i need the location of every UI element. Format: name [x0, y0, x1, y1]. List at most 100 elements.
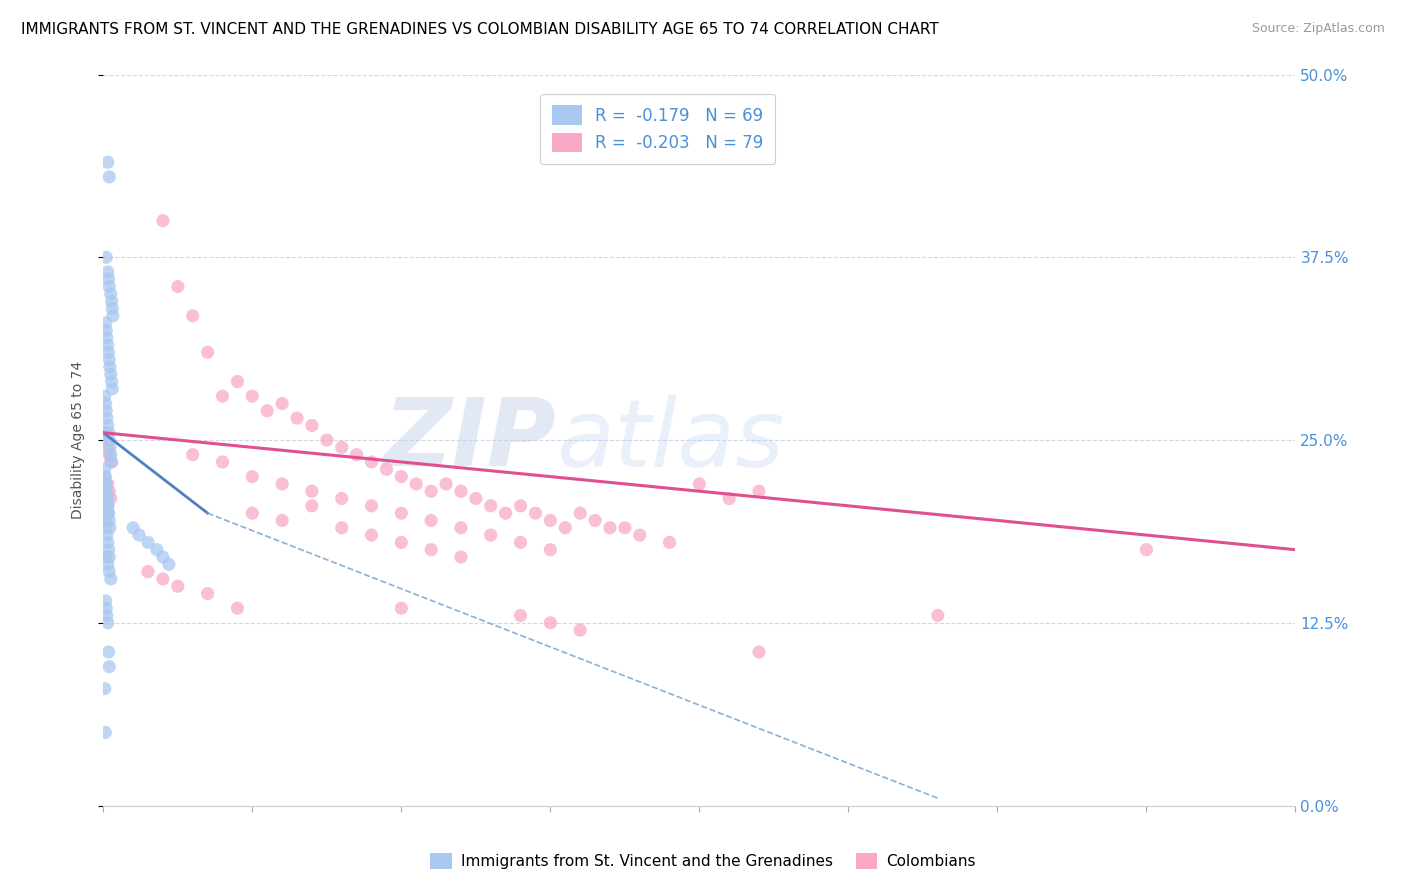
Point: [101, 301, 124, 316]
Point: [360, 455, 382, 469]
Point: [97, 535, 120, 549]
Point: [389, 535, 412, 549]
Point: [98, 659, 121, 673]
Point: [420, 484, 443, 499]
Point: [97, 645, 120, 659]
Point: [97, 499, 120, 513]
Point: [94, 469, 117, 483]
Point: [271, 476, 294, 491]
Point: [100, 455, 122, 469]
Point: [554, 521, 576, 535]
Point: [420, 513, 443, 527]
Point: [569, 623, 592, 637]
Point: [152, 549, 174, 564]
Point: [538, 513, 561, 527]
Point: [509, 608, 531, 623]
Point: [330, 491, 353, 506]
Point: [211, 455, 233, 469]
Point: [97, 506, 120, 520]
Point: [301, 418, 323, 433]
Point: [420, 542, 443, 557]
Point: [271, 396, 294, 410]
Point: [389, 469, 412, 483]
Point: [181, 448, 204, 462]
Point: [197, 345, 219, 359]
Point: [100, 491, 122, 506]
Point: [98, 169, 121, 184]
Point: [100, 448, 122, 462]
Point: [96, 601, 118, 615]
Point: [389, 506, 412, 520]
Point: [509, 535, 531, 549]
Point: [658, 535, 681, 549]
Point: [599, 521, 621, 535]
Point: [98, 484, 121, 499]
Point: [97, 425, 120, 440]
Point: [98, 359, 121, 374]
Point: [96, 411, 118, 425]
Point: [450, 484, 472, 499]
Point: [96, 528, 118, 542]
Point: [97, 338, 120, 352]
Point: [197, 586, 219, 600]
Point: [166, 579, 188, 593]
Point: [464, 491, 486, 506]
Point: [285, 411, 308, 425]
Point: [479, 528, 502, 542]
Point: [688, 476, 710, 491]
Point: [96, 484, 118, 499]
Point: [628, 528, 651, 542]
Point: [509, 499, 531, 513]
Point: [94, 476, 117, 491]
Point: [136, 565, 159, 579]
Point: [100, 375, 122, 389]
Point: [94, 476, 117, 491]
Y-axis label: Disability Age 65 to 74: Disability Age 65 to 74: [72, 361, 86, 519]
Point: [450, 521, 472, 535]
Point: [97, 476, 120, 491]
Point: [94, 389, 117, 403]
Point: [94, 513, 117, 527]
Point: [96, 323, 118, 337]
Point: [146, 542, 169, 557]
Point: [96, 521, 118, 535]
Point: [94, 462, 117, 476]
Point: [524, 506, 547, 520]
Point: [405, 476, 427, 491]
Point: [96, 491, 118, 506]
Point: [181, 309, 204, 323]
Point: [100, 294, 122, 309]
Point: [360, 528, 382, 542]
Point: [97, 441, 120, 455]
Point: [479, 499, 502, 513]
Point: [97, 615, 120, 630]
Point: [97, 345, 120, 359]
Point: [583, 513, 606, 527]
Point: [97, 418, 120, 433]
Legend: R =  -0.179   N = 69, R =  -0.203   N = 79: R = -0.179 N = 69, R = -0.203 N = 79: [540, 94, 775, 164]
Point: [96, 549, 118, 564]
Point: [97, 265, 120, 279]
Text: atlas: atlas: [557, 394, 785, 485]
Point: [96, 331, 118, 345]
Point: [240, 389, 263, 403]
Point: [98, 565, 121, 579]
Point: [97, 499, 120, 513]
Point: [157, 558, 180, 572]
Point: [98, 448, 121, 462]
Text: IMMIGRANTS FROM ST. VINCENT AND THE GRENADINES VS COLOMBIAN DISABILITY AGE 65 TO: IMMIGRANTS FROM ST. VINCENT AND THE GREN…: [21, 22, 939, 37]
Point: [94, 396, 117, 410]
Point: [748, 645, 770, 659]
Point: [94, 484, 117, 499]
Point: [136, 535, 159, 549]
Point: [718, 491, 741, 506]
Point: [450, 549, 472, 564]
Point: [98, 513, 121, 527]
Point: [330, 441, 353, 455]
Point: [166, 279, 188, 293]
Point: [101, 382, 124, 396]
Point: [330, 521, 353, 535]
Point: [301, 484, 323, 499]
Point: [360, 499, 382, 513]
Point: [613, 521, 636, 535]
